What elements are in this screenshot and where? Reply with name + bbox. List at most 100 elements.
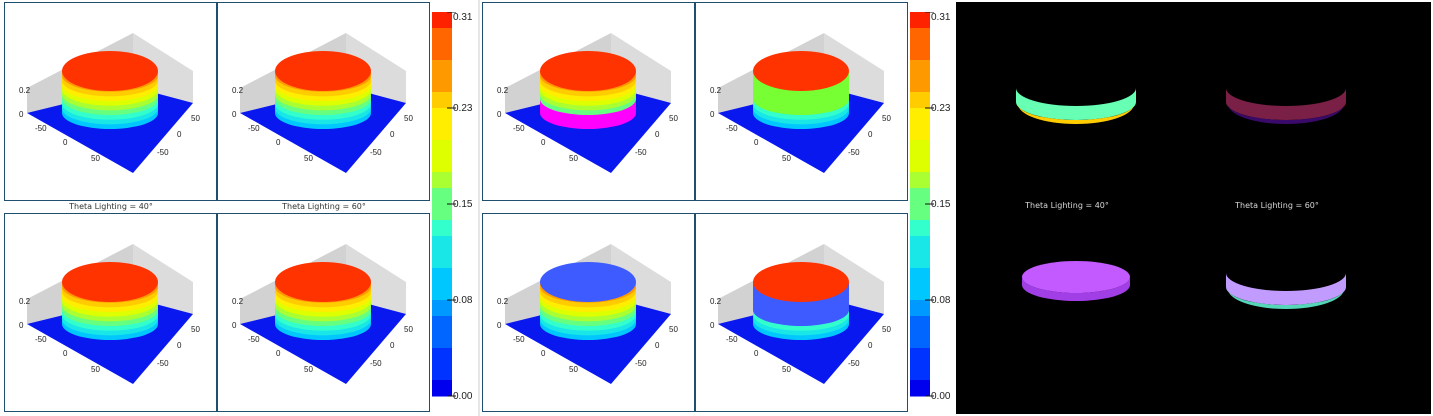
cylinder-band <box>753 286 849 308</box>
z-tick-label: 0.2 <box>497 297 509 306</box>
cylinder-band <box>753 314 849 336</box>
z-tick-label: 0 <box>497 110 502 119</box>
cylinder-band <box>753 107 849 129</box>
colorbar-segment <box>910 284 930 301</box>
colorbar-segment <box>432 172 452 189</box>
x-tick-label: 0 <box>63 138 68 147</box>
subplot-1-tr: 0 0.2 -50 0 50 50 0 -50 <box>217 2 430 201</box>
colorbar-segment <box>910 268 930 285</box>
x-tick-label: 0 <box>541 349 546 358</box>
colorbar-segment <box>432 236 452 253</box>
y-tick-label: -50 <box>848 148 860 157</box>
cylinder-band <box>275 314 371 336</box>
cylinder-band <box>753 89 849 111</box>
x-tick-label: -50 <box>726 124 738 133</box>
colorbar-segment <box>910 188 930 205</box>
cylinder-band <box>62 79 158 101</box>
dark-subplot-tr <box>1226 88 1346 124</box>
y-tick-label: 0 <box>655 130 660 139</box>
colorbar-segment <box>910 332 930 349</box>
cylinder-band <box>62 84 158 106</box>
y-tick-label: 50 <box>404 114 413 123</box>
cylinder-band <box>275 295 371 317</box>
colorbar-segment <box>910 12 930 29</box>
colorbar-segment <box>432 108 452 125</box>
y-tick-label: 50 <box>191 325 200 334</box>
x-tick-label: 0 <box>276 138 281 147</box>
colorbar-segment <box>432 12 452 29</box>
x-tick-label: 0 <box>541 138 546 147</box>
cylinder-band <box>275 75 371 97</box>
y-tick-label: -50 <box>635 359 647 368</box>
colorbar-tick-label: 0.31 <box>931 12 951 23</box>
colorbar-segment <box>432 284 452 301</box>
cylinder-top <box>753 51 849 91</box>
surface-plot: 0 0.2 -50 0 50 50 0 -50 <box>232 33 413 173</box>
cylinder-band <box>540 75 636 97</box>
y-tick-label: -50 <box>370 148 382 157</box>
surface-plot: 0 0.2 -50 0 50 50 0 -50 <box>497 33 678 173</box>
cylinder-band <box>275 89 371 111</box>
x-tick-label: -50 <box>248 124 260 133</box>
colorbar-segment <box>910 92 930 109</box>
colorbar-tick-label: 0.31 <box>453 12 473 23</box>
colorbar-1: 0.31 0.23 0.15 0.08 0.00 <box>432 12 473 402</box>
cylinder-band <box>753 84 849 106</box>
colorbar-segment <box>432 364 452 381</box>
colorbar-tick-label: 0.15 <box>931 199 951 210</box>
colorbar-segment <box>910 316 930 333</box>
cylinder-band <box>540 295 636 317</box>
cylinder-band <box>275 290 371 312</box>
colorbar-segment <box>432 348 452 365</box>
colorbar-segment <box>910 364 930 381</box>
cylinder-band <box>753 295 849 317</box>
z-tick-label: 0 <box>232 110 237 119</box>
divider-1 <box>478 0 480 416</box>
colorbar-segment <box>432 316 452 333</box>
y-tick-label: 50 <box>669 114 678 123</box>
cylinder-top <box>540 51 636 91</box>
x-tick-label: 0 <box>754 349 759 358</box>
cylinder-band <box>753 309 849 331</box>
cylinder-band <box>62 309 158 331</box>
caption-right-1: Theta Lighting = 60° <box>282 202 366 211</box>
cylinder-top <box>753 262 849 302</box>
dark-subplot-tl <box>1016 88 1136 124</box>
y-tick-label: 0 <box>177 130 182 139</box>
colorbar-segment <box>910 124 930 141</box>
z-tick-label: 0 <box>19 321 24 330</box>
cylinder-band <box>275 286 371 308</box>
colorbar-tick-label: 0.08 <box>453 295 473 306</box>
z-tick-label: 0.2 <box>710 297 722 306</box>
colorbar-segment <box>432 76 452 93</box>
surface-plot: 0 0.2 -50 0 50 50 0 -50 <box>19 33 200 173</box>
caption-left-1: Theta Lighting = 40° <box>69 202 153 211</box>
cylinder-band <box>753 79 849 101</box>
colorbar-segment <box>432 28 452 45</box>
caption-right-dark: Theta Lighting = 60° <box>1235 201 1319 210</box>
render-crescent-edge <box>1018 104 1134 124</box>
colorbar-segment <box>432 92 452 109</box>
colorbar-segment <box>910 300 930 317</box>
cylinder-band <box>540 318 636 340</box>
x-tick-label: 0 <box>63 349 68 358</box>
colorbar-tick-label: 0.00 <box>453 391 473 402</box>
cylinder-band <box>540 300 636 322</box>
colorbar-tick-label: 0.15 <box>453 199 473 210</box>
render-crescent-edge <box>1228 289 1344 309</box>
cylinder-band <box>540 89 636 111</box>
cylinder-band <box>62 290 158 312</box>
colorbar-segment <box>432 188 452 205</box>
cylinder-band <box>275 103 371 125</box>
colorbar-tick-label: 0.08 <box>931 295 951 306</box>
y-tick-label: 0 <box>177 341 182 350</box>
colorbar-segment <box>432 44 452 61</box>
surface-plot: 0 0.2 -50 0 50 50 0 -50 <box>710 33 891 173</box>
z-tick-label: 0 <box>710 321 715 330</box>
dark-subplot-br <box>1226 273 1346 309</box>
render-crescent <box>1226 273 1346 305</box>
z-tick-label: 0.2 <box>19 297 31 306</box>
x-tick-label: -50 <box>726 335 738 344</box>
x-tick-label: 50 <box>782 154 791 163</box>
z-tick-label: 0 <box>232 321 237 330</box>
